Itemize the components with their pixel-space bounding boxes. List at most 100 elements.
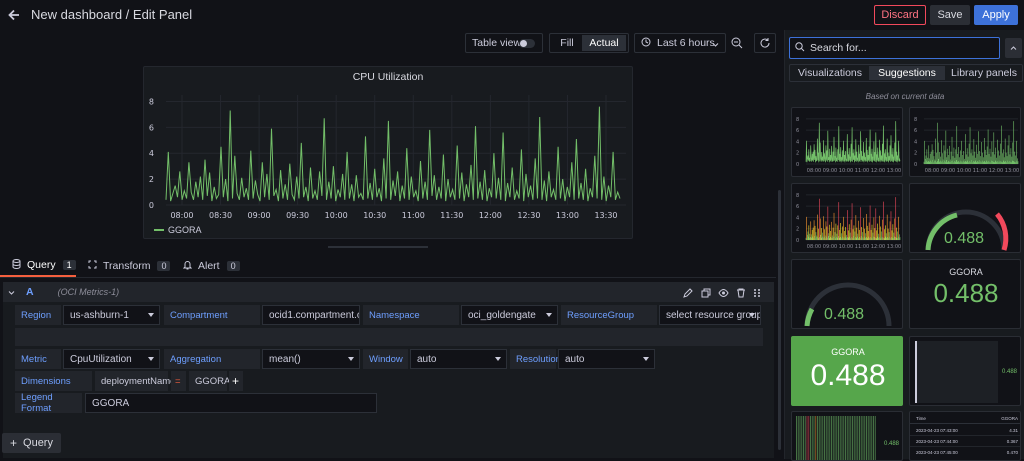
thumb-y-label: 0 xyxy=(914,162,917,168)
back-arrow-icon[interactable] xyxy=(7,8,21,25)
actual-option[interactable]: Actual xyxy=(582,35,626,51)
table-cell: 2023-04-23 07:45:00 xyxy=(916,450,958,455)
suggestion-gauge[interactable]: 0.488 xyxy=(909,183,1021,253)
suggestion-stat-colored[interactable]: GGORA 0.488 xyxy=(791,336,903,406)
search-icon xyxy=(795,41,805,55)
scrollbar[interactable] xyxy=(778,190,781,450)
fill-option[interactable]: Fill xyxy=(560,37,574,49)
suggestion-gauge-plain[interactable]: 0.488 xyxy=(791,259,903,329)
thumb-x-label: 13:00 xyxy=(887,244,901,250)
aggregation-value: mean() xyxy=(269,353,301,365)
cpu-chart: 0 2 4 6 8 08:00 08:30 09:00 09:30 10:00 10:30 11:00… xyxy=(149,95,626,220)
thumb-bar xyxy=(841,416,843,460)
suggestion-timeseries-gradient[interactable]: 0 2 4 6 8 08:00 09:00 10:00 11:00 12:00 13:00 xyxy=(791,183,903,253)
thumb-x-label: 10:00 xyxy=(839,168,853,174)
legend-format-input[interactable]: GGORA xyxy=(85,393,377,413)
time-picker[interactable]: Last 6 hours xyxy=(634,33,726,53)
metric-label: Metric xyxy=(15,349,61,369)
thumb-x-label: 12:00 xyxy=(871,168,885,174)
copy-icon[interactable] xyxy=(701,287,711,301)
thumb-x-label: 08:00 xyxy=(925,168,939,174)
resolution-select[interactable]: auto xyxy=(558,349,655,369)
thumb-bar xyxy=(813,416,815,460)
metric-select[interactable]: CpuUtilization xyxy=(63,349,160,369)
suggestion-table[interactable]: Time GGORA 2023-04-23 07:43:00 4.31 2023… xyxy=(909,411,1021,461)
tab-visualizations[interactable]: Visualizations xyxy=(797,67,862,79)
table-view-toggle[interactable]: Table view xyxy=(465,33,543,53)
dimension-value[interactable]: GGORA xyxy=(189,371,230,391)
thumb-bar xyxy=(871,416,873,460)
search-input[interactable]: Search for... xyxy=(789,37,1000,59)
suggestion-timeseries-lines[interactable]: 0 2 4 6 8 08:00 09:00 10:00 11:00 12:00 13:00 xyxy=(791,107,903,177)
window-select[interactable]: auto xyxy=(410,349,507,369)
thumb-bar xyxy=(799,416,801,460)
thumb-y-label: 8 xyxy=(796,117,799,123)
table-col-ggora: GGORA xyxy=(1001,416,1018,421)
resolution-label: Resolution xyxy=(510,349,561,369)
chevron-down-icon[interactable] xyxy=(8,285,15,299)
namespace-select[interactable]: oci_goldengate xyxy=(461,305,558,325)
suggestion-stat[interactable]: GGORA 0.488 xyxy=(909,259,1021,329)
dimension-key[interactable]: deploymentName xyxy=(95,371,175,391)
query-letter: A xyxy=(26,286,34,298)
stat-value: 0.488 xyxy=(933,278,999,308)
tab-suggestions[interactable]: Suggestions xyxy=(869,66,945,80)
resolution-value: auto xyxy=(565,353,585,365)
eye-icon[interactable] xyxy=(718,287,729,301)
compartment-select[interactable]: ocid1.compartment.oc1.. xyxy=(262,305,360,325)
thumb-bar xyxy=(832,416,834,460)
resourcegroup-select[interactable]: select resource group xyxy=(659,305,761,325)
thumb-bar xyxy=(803,416,804,460)
tab-library-panels[interactable]: Library panels xyxy=(951,67,1017,79)
add-dimension-button[interactable]: + xyxy=(229,371,243,391)
gauge-arc xyxy=(925,209,1009,251)
thumb-bar xyxy=(859,416,860,460)
zoom-out-icon[interactable] xyxy=(731,37,743,52)
trash-icon[interactable] xyxy=(736,287,746,301)
table-cell: 4.31 xyxy=(1009,428,1018,433)
tab-query-label: Query xyxy=(27,259,56,271)
thumb-bar xyxy=(804,416,806,460)
tab-alert[interactable]: Alert 0 xyxy=(182,255,243,277)
query-header[interactable]: A (OCI Metrics-1) xyxy=(3,282,774,302)
table-row: 2023-04-23 07:44:00 0.367 xyxy=(910,437,1020,447)
x-tick-label: 09:30 xyxy=(286,211,309,220)
visualization-sidebar: Search for... Visualizations Suggestions… xyxy=(784,30,1024,461)
toggle-switch[interactable] xyxy=(519,39,535,48)
legend: GGORA xyxy=(154,225,202,235)
x-tick-label: 12:00 xyxy=(479,211,502,220)
editor-area: Table view Fill Actual Last 6 hours CPU … xyxy=(0,30,784,459)
thumb-y-label: 4 xyxy=(914,139,917,145)
thumb-x-label: 10:00 xyxy=(957,168,971,174)
dimension-operator[interactable]: = xyxy=(171,371,186,391)
apply-button[interactable]: Apply xyxy=(974,5,1018,25)
collapse-button[interactable] xyxy=(1005,38,1022,58)
drag-handle-icon[interactable] xyxy=(753,287,761,301)
suggestion-bar-chart[interactable]: 0.488 xyxy=(791,411,903,461)
region-select[interactable]: us-ashburn-1 xyxy=(63,305,160,325)
tab-query[interactable]: Query 1 xyxy=(0,255,76,277)
tab-transform[interactable]: Transform 0 xyxy=(88,255,171,277)
panel-preview[interactable]: CPU Utilization 0 2 4 6 8 08:00 08:30 09:00 09:3… xyxy=(143,66,633,239)
thumb-bar xyxy=(845,416,846,460)
namespace-label: Namespace xyxy=(363,305,459,325)
discard-button[interactable]: Discard xyxy=(874,5,926,25)
splitter[interactable] xyxy=(328,246,428,248)
table-cell: 2023-04-23 07:43:00 xyxy=(916,428,958,433)
x-tick-label: 12:30 xyxy=(517,211,540,220)
edit-icon[interactable] xyxy=(683,287,693,301)
table-row: 2023-04-23 07:45:00 0.470 xyxy=(910,448,1020,458)
suggestion-timeseries-bars[interactable]: 0 2 4 6 8 08:00 09:00 10:00 11:00 12:00 13:00 xyxy=(909,107,1021,177)
thumb-bar xyxy=(815,416,817,460)
save-button[interactable]: Save xyxy=(930,5,970,25)
window-value: auto xyxy=(417,353,437,365)
legend-label[interactable]: GGORA xyxy=(168,225,202,235)
thumb-bar xyxy=(852,416,853,460)
refresh-button[interactable] xyxy=(754,33,776,53)
thumb-bar xyxy=(846,416,848,460)
aggregation-select[interactable]: mean() xyxy=(262,349,360,369)
thumb-y-label: 6 xyxy=(796,204,799,210)
thumb-y-label: 2 xyxy=(914,151,917,157)
suggestion-bar-gauge[interactable]: 0.488 xyxy=(909,336,1021,406)
add-query-button[interactable]: + Query xyxy=(2,433,61,453)
